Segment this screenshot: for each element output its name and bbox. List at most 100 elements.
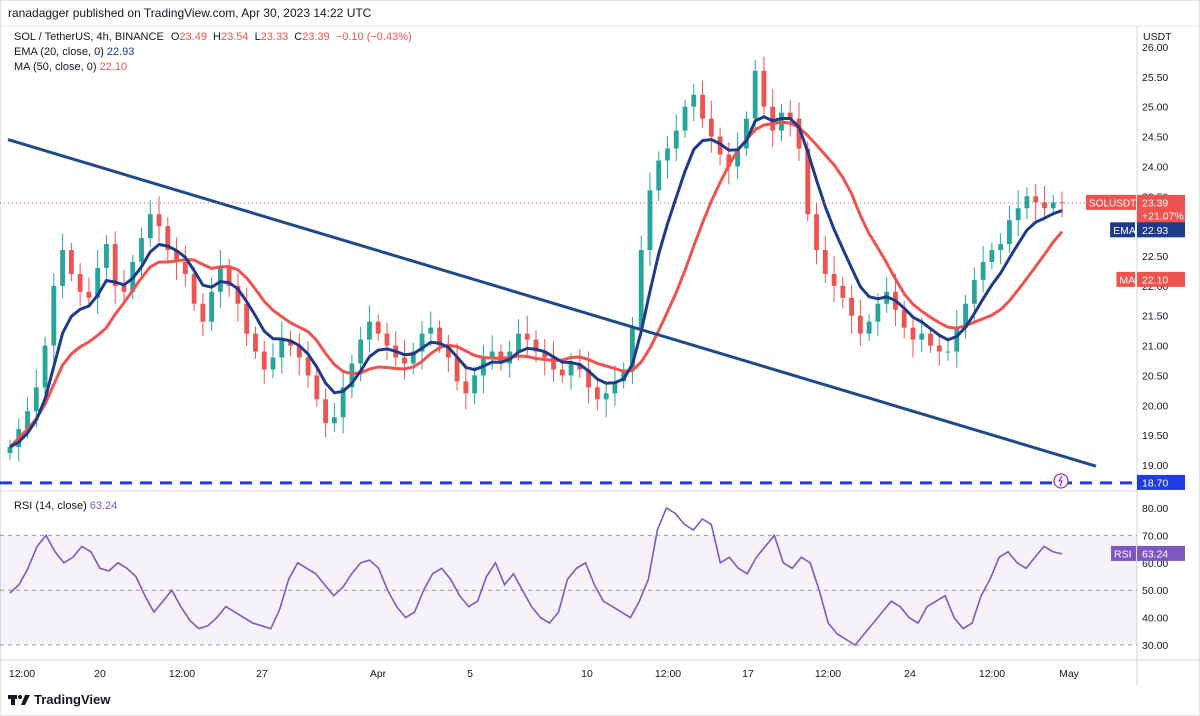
price-tick-label: 20.00 [1142, 400, 1168, 412]
ema-tag-value: 22.93 [1142, 225, 1168, 237]
candle-body [910, 327, 916, 340]
candle-body [217, 267, 223, 292]
candle-body [971, 279, 977, 304]
candle-body [463, 381, 469, 394]
candle-body [270, 357, 276, 370]
candle-body [656, 160, 662, 191]
descending-trendline [7, 138, 1097, 468]
candle-body [831, 273, 837, 286]
candle-body [638, 250, 644, 328]
candle-body [209, 291, 215, 322]
candle-body [814, 214, 819, 251]
candle-body [68, 250, 74, 274]
ema-tag: EMA 22.93 [1110, 222, 1185, 238]
rsi-tag-value-box [1137, 545, 1185, 561]
tradingview-logo[interactable]: TradingView [8, 692, 110, 707]
time-tick-label: 27 [256, 668, 268, 680]
support-tag-value-box [1137, 474, 1185, 490]
candle-body [857, 315, 863, 334]
candle-body [516, 333, 521, 352]
ma-tag-value-box [1137, 271, 1185, 287]
candle-body [147, 214, 153, 239]
candle-body [7, 447, 13, 454]
candle-body [594, 387, 600, 400]
candle-body [1024, 196, 1030, 209]
candle-body [901, 309, 907, 328]
candle-body [928, 333, 933, 346]
candle-body [998, 244, 1004, 251]
ema-legend-label: EMA (20, close, 0) [14, 46, 104, 58]
candle-body [603, 393, 609, 400]
candle-body [33, 387, 39, 412]
candle-body [384, 333, 390, 346]
rsi-legend: RSI (14, close) 63.24 [14, 500, 117, 512]
ema-legend-value: 22.93 [106, 46, 135, 58]
ma-legend-value: 22.10 [99, 61, 128, 73]
high-label: H [213, 31, 221, 43]
candle-body [121, 285, 127, 292]
candle-body [235, 285, 241, 304]
price-tick-label: 25.00 [1142, 102, 1168, 114]
candle-body [665, 148, 670, 161]
support-tag: 18.70 [1137, 474, 1185, 490]
candle-body [682, 106, 688, 131]
price-tick-label: 21.50 [1142, 311, 1168, 323]
candle-body [358, 339, 364, 364]
candle-body [165, 226, 171, 251]
candle-body [261, 351, 267, 370]
candle-body [60, 250, 66, 286]
candle-body [156, 214, 162, 227]
candle-body [875, 303, 881, 322]
candle-body [989, 250, 995, 262]
time-tick-label: 12:00 [815, 668, 841, 680]
candle-body [1033, 196, 1039, 203]
candle-body [454, 357, 460, 382]
price-tick-label: 24.00 [1142, 161, 1168, 173]
candle-body [445, 345, 451, 358]
candle-body [42, 345, 48, 388]
solusdt-label-box [1086, 194, 1136, 210]
candle-body [182, 261, 188, 274]
candle-body [86, 291, 92, 298]
candle-body [700, 94, 705, 119]
rsi-tick-label: 50.00 [1142, 585, 1168, 597]
close-label: C [294, 31, 303, 43]
candle-body [1015, 208, 1021, 221]
rsi-tick-label: 40.00 [1142, 613, 1168, 625]
ema-tag-value-box [1137, 222, 1185, 238]
ma-tag-label-box [1116, 271, 1135, 287]
candle-body [708, 118, 714, 137]
low-value: 23.33 [260, 31, 289, 43]
candle-body [621, 369, 627, 382]
candle-body [349, 363, 355, 388]
tradingview-logo-icon [8, 694, 30, 705]
candle-body [533, 339, 539, 352]
candle-body [375, 321, 381, 334]
time-tick-label: 5 [467, 668, 473, 680]
candle-body [743, 118, 749, 149]
ema-legend: EMA (20, close, 0) 22.93 [14, 46, 134, 58]
ema-tag-label-box [1110, 222, 1135, 238]
price-tick-label: 19.50 [1142, 430, 1168, 442]
price-tick-label: 20.50 [1142, 370, 1168, 382]
candle-body [402, 357, 407, 364]
close-value: 23.39 [302, 31, 330, 43]
candle-body [1050, 202, 1056, 209]
candle-body [305, 357, 311, 376]
open-label: O [170, 31, 180, 43]
candle-body [244, 303, 250, 334]
candle-body [612, 381, 618, 394]
ema-line [9, 115, 1063, 449]
solusdt-label: SOLUSDT [1089, 198, 1136, 209]
candle-body [568, 363, 574, 376]
change-value: −0.10 (−0.43%) [335, 31, 412, 43]
price-tick-label: 24.50 [1142, 132, 1168, 144]
ma-line [8, 120, 1064, 449]
candle-body [1042, 202, 1047, 209]
candle-body [691, 94, 697, 107]
ma-legend-label: MA (50, close, 0) [14, 61, 97, 73]
time-tick-label: 10 [581, 668, 593, 680]
price-tick-label: 19.00 [1142, 460, 1168, 472]
candle-body [296, 345, 302, 358]
